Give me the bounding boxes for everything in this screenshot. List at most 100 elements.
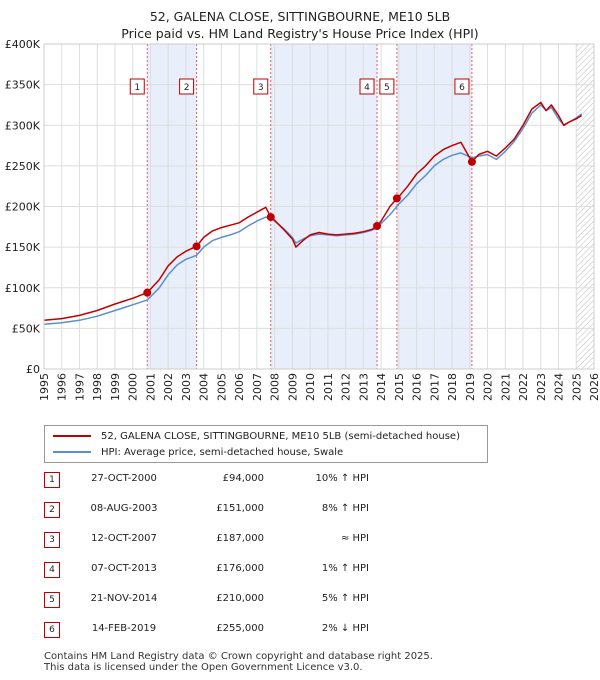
sale-row: 3 12-OCT-2007 £187,000 ≈ HPI <box>44 532 404 548</box>
sale-date: 14-FEB-2019 <box>91 623 157 634</box>
sale-point <box>143 288 152 297</box>
legend-label-property: 52, GALENA CLOSE, SITTINGBOURNE, ME10 5L… <box>101 430 460 442</box>
sale-label-box <box>379 78 395 95</box>
sale-price: £210,000 <box>216 593 264 604</box>
chart-title-line2: Price paid vs. HM Land Registry's House … <box>121 26 479 41</box>
x-tick-label: 2017 <box>428 373 441 401</box>
x-tick-label: 2001 <box>144 373 157 401</box>
sale-badge: 6 <box>44 622 60 638</box>
x-tick-label: 2011 <box>322 373 335 401</box>
price-chart: 1 2 3 4 5 6 £0 £50K £100K £150K £200K £250K £300K £3… <box>5 38 600 401</box>
legend-swatch-hpi <box>53 451 91 453</box>
sale-hpi-diff: ≈ HPI <box>340 533 369 544</box>
x-tick-label: 2021 <box>499 373 512 401</box>
x-tick-label: 2018 <box>446 373 459 401</box>
x-tick-label: 1996 <box>56 373 69 401</box>
plot-border <box>43 43 595 370</box>
y-tick-label: £350K <box>5 79 41 92</box>
x-tick-label: 1999 <box>109 373 122 401</box>
sale-badge: 4 <box>44 562 60 578</box>
sale-point <box>373 222 382 230</box>
y-tick-label: £50K <box>12 322 41 335</box>
sale-label: 1 <box>134 83 140 93</box>
sale-date: 21-NOV-2014 <box>90 593 158 604</box>
footer-line2: This data is licensed under the Open Gov… <box>44 662 363 673</box>
x-tick-label: 2016 <box>411 373 424 401</box>
footer-line1: Contains HM Land Registry data © Crown c… <box>44 651 433 662</box>
x-tick-label: 2008 <box>269 373 282 401</box>
sale-label: 3 <box>258 83 264 93</box>
y-tick-label: £100K <box>5 282 41 295</box>
sale-row: 5 21-NOV-2014 £210,000 5% ↑ HPI <box>44 592 404 608</box>
footer: Contains HM Land Registry data © Crown c… <box>44 651 433 673</box>
x-tick-label: 2007 <box>251 373 264 401</box>
x-tick-label: 1998 <box>91 373 104 401</box>
sale-point <box>266 213 275 222</box>
x-tick-label: 2026 <box>588 373 600 401</box>
x-tick-label: 2020 <box>482 373 495 401</box>
sale-date: 08-AUG-2003 <box>90 503 158 514</box>
sale-badge: 5 <box>44 592 60 608</box>
y-tick-label: £200K <box>5 201 41 214</box>
sale-date: 07-OCT-2013 <box>91 563 157 574</box>
sale-label-box <box>253 78 269 95</box>
sale-row: 1 27-OCT-2000 £94,000 10% ↑ HPI <box>44 472 404 488</box>
sale-hpi-diff: 1% ↑ HPI <box>321 563 369 574</box>
x-tick-label: 2010 <box>304 373 317 401</box>
sale-hpi-diff: 8% ↑ HPI <box>321 503 369 514</box>
sale-price: £176,000 <box>216 563 264 574</box>
y-tick-label: £150K <box>5 241 41 254</box>
sale-point <box>392 194 401 203</box>
sale-label: 5 <box>384 83 390 93</box>
x-tick-label: 2013 <box>357 373 370 401</box>
sale-price: £187,000 <box>216 533 264 544</box>
x-tick-label: 2014 <box>375 373 388 401</box>
legend: 52, GALENA CLOSE, SITTINGBOURNE, ME10 5L… <box>44 425 488 463</box>
x-tick-label: 2003 <box>180 373 193 401</box>
sale-price: £151,000 <box>216 503 264 514</box>
sale-label: 6 <box>459 83 465 93</box>
sale-hpi-diff: 2% ↓ HPI <box>321 623 369 634</box>
hpi-line <box>43 104 583 326</box>
sale-row: 6 14-FEB-2019 £255,000 2% ↓ HPI <box>44 622 404 638</box>
sale-point <box>467 157 476 166</box>
x-tick-label: 2004 <box>198 373 211 401</box>
sale-date: 27-OCT-2000 <box>91 473 157 484</box>
x-tick-label: 2005 <box>215 373 228 401</box>
sale-price: £255,000 <box>216 623 264 634</box>
x-tick-label: 2024 <box>553 373 566 401</box>
x-tick-label: 2009 <box>286 373 299 401</box>
x-tick-label: 1995 <box>38 373 51 401</box>
x-tick-label: 2019 <box>464 373 477 401</box>
x-tick-label: 2006 <box>233 373 246 401</box>
sale-badge: 1 <box>44 472 60 488</box>
y-tick-label: £400K <box>5 38 41 51</box>
legend-item-hpi: HPI: Average price, semi-detached house,… <box>53 445 343 459</box>
sale-hpi-diff: 10% ↑ HPI <box>315 473 369 484</box>
legend-label-hpi: HPI: Average price, semi-detached house,… <box>101 446 344 458</box>
sale-row: 4 07-OCT-2013 £176,000 1% ↑ HPI <box>44 562 404 578</box>
x-tick-label: 2025 <box>570 373 583 401</box>
sale-date: 12-OCT-2007 <box>91 533 157 544</box>
sale-label: 4 <box>364 83 370 93</box>
y-tick-label: £250K <box>5 160 41 173</box>
sale-badge: 3 <box>44 532 60 548</box>
chart-title: 52, GALENA CLOSE, SITTINGBOURNE, ME10 5L… <box>0 8 600 42</box>
sale-hpi-diff: 5% ↑ HPI <box>321 593 369 604</box>
x-tick-label: 2002 <box>162 373 175 401</box>
sale-label-box <box>179 78 195 95</box>
sale-point <box>192 242 201 251</box>
y-tick-label: £300K <box>5 119 41 132</box>
x-tick-label: 2012 <box>340 373 353 401</box>
legend-item-property: 52, GALENA CLOSE, SITTINGBOURNE, ME10 5L… <box>53 429 460 443</box>
sale-label: 2 <box>184 83 190 93</box>
x-tick-label: 2023 <box>535 373 548 401</box>
y-tick-label: £0 <box>26 363 40 376</box>
property-price-line <box>43 101 582 322</box>
sale-label-box <box>129 78 145 95</box>
x-tick-label: 2022 <box>517 373 530 401</box>
sale-label-box <box>359 78 375 95</box>
sale-label-box <box>454 78 470 95</box>
legend-swatch-property <box>53 435 91 437</box>
sale-row: 2 08-AUG-2003 £151,000 8% ↑ HPI <box>44 502 404 518</box>
